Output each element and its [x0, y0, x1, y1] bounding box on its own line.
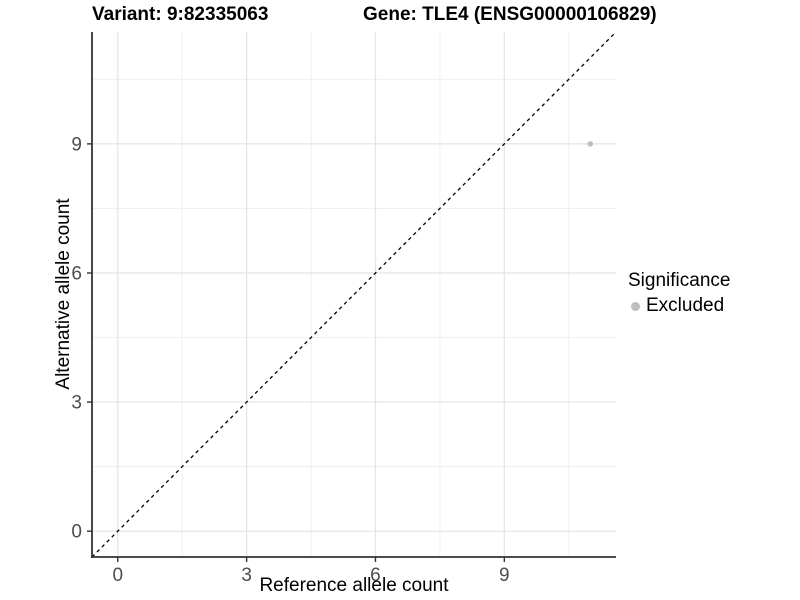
x-axis-title: Reference allele count — [259, 575, 449, 596]
y-tick-label: 9 — [71, 134, 82, 155]
y-tick-label: 6 — [71, 263, 82, 284]
y-tick-label: 0 — [71, 522, 82, 543]
y-axis-title: Alternative allele count — [53, 198, 74, 390]
x-tick-label: 6 — [370, 565, 381, 586]
variant-title: Variant: 9:82335063 — [92, 4, 269, 25]
legend-item-excluded: Excluded — [628, 295, 730, 317]
x-tick-label: 3 — [241, 565, 252, 586]
identity-dashed-line — [91, 31, 617, 558]
legend-item-label: Excluded — [646, 295, 725, 316]
excluded-point-icon — [631, 301, 640, 311]
x-tick-label: 0 — [112, 565, 123, 586]
y-tick-label: 3 — [71, 393, 82, 414]
x-tick-label: 9 — [499, 565, 510, 586]
data-point — [587, 141, 594, 147]
legend-title: Significance — [628, 270, 731, 291]
legend: Significance Excluded — [628, 270, 730, 317]
gene-title: Gene: TLE4 (ENSG00000106829) — [363, 4, 657, 25]
